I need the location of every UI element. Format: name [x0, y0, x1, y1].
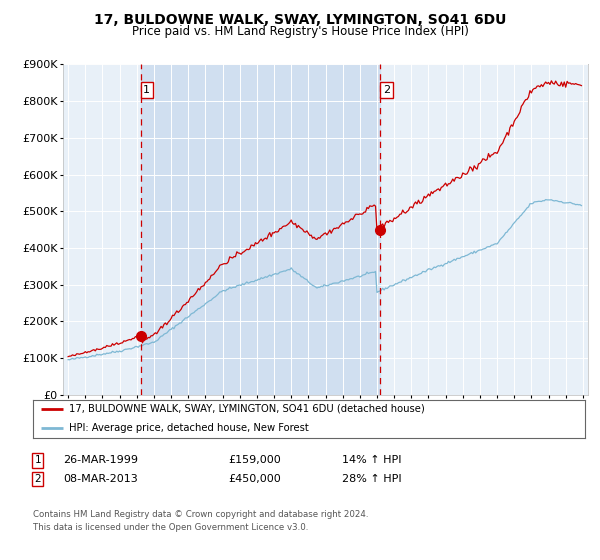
- Text: 17, BULDOWNE WALK, SWAY, LYMINGTON, SO41 6DU: 17, BULDOWNE WALK, SWAY, LYMINGTON, SO41…: [94, 13, 506, 27]
- Text: £159,000: £159,000: [228, 455, 281, 465]
- Text: Price paid vs. HM Land Registry's House Price Index (HPI): Price paid vs. HM Land Registry's House …: [131, 25, 469, 39]
- Text: £450,000: £450,000: [228, 474, 281, 484]
- Text: 1: 1: [143, 85, 150, 95]
- Text: 2: 2: [383, 85, 390, 95]
- Text: 14% ↑ HPI: 14% ↑ HPI: [342, 455, 401, 465]
- Text: 08-MAR-2013: 08-MAR-2013: [63, 474, 138, 484]
- Text: HPI: Average price, detached house, New Forest: HPI: Average price, detached house, New …: [69, 423, 308, 433]
- Text: 26-MAR-1999: 26-MAR-1999: [63, 455, 138, 465]
- Text: Contains HM Land Registry data © Crown copyright and database right 2024.
This d: Contains HM Land Registry data © Crown c…: [33, 510, 368, 531]
- Text: 2: 2: [34, 474, 41, 484]
- Text: 1: 1: [34, 455, 41, 465]
- Text: 17, BULDOWNE WALK, SWAY, LYMINGTON, SO41 6DU (detached house): 17, BULDOWNE WALK, SWAY, LYMINGTON, SO41…: [69, 404, 425, 414]
- Text: 28% ↑ HPI: 28% ↑ HPI: [342, 474, 401, 484]
- Bar: [141, 64, 380, 395]
